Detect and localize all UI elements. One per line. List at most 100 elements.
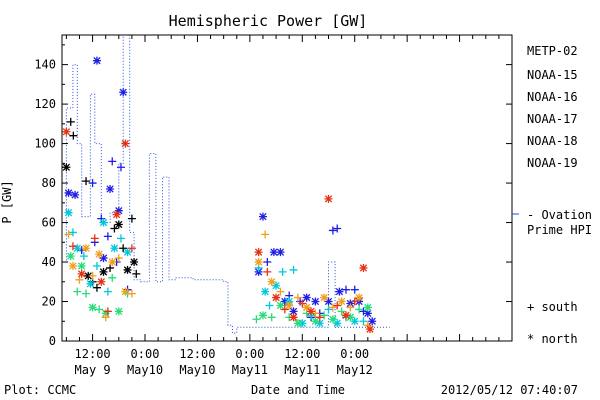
x-tick-label-time: 0:00	[340, 347, 369, 361]
data-point-noaa-17	[77, 261, 86, 270]
data-point-noaa-19	[307, 307, 316, 316]
x-tick-label-date: May10	[179, 363, 215, 377]
y-axis-label: P [GW]	[0, 180, 14, 223]
data-point-metp-02	[62, 163, 71, 172]
data-point-noaa-15	[71, 190, 80, 199]
y-tick-label: 60	[42, 216, 56, 230]
data-point-noaa-17	[258, 311, 267, 320]
data-point-noaa-15	[333, 224, 342, 233]
data-point-noaa-17	[108, 273, 117, 282]
data-point-metp-02	[114, 220, 123, 229]
legend-south: + south	[527, 300, 578, 314]
data-point-noaa-19	[68, 242, 77, 251]
legend-ovation-line1: - Ovation	[527, 208, 592, 222]
data-point-noaa-18	[75, 275, 84, 284]
data-point-noaa-19	[359, 263, 368, 272]
data-point-noaa-17	[252, 315, 261, 324]
data-point-noaa-15	[269, 248, 278, 257]
y-tick-label: 40	[42, 255, 56, 269]
data-point-noaa-19	[254, 248, 263, 257]
plot-frame	[61, 34, 513, 342]
data-point-noaa-16	[333, 319, 342, 328]
data-point-noaa-17	[320, 311, 329, 320]
legend-item-noaa-17: NOAA-17	[527, 112, 578, 126]
data-point-noaa-18	[82, 244, 91, 253]
data-point-noaa-16	[110, 244, 119, 253]
data-point-noaa-16	[116, 234, 125, 243]
legend: METP-02 NOAA-15 NOAA-16 NOAA-17 NOAA-18 …	[512, 44, 592, 346]
data-point-noaa-18	[68, 261, 77, 270]
data-point-noaa-19	[263, 267, 272, 276]
data-point-noaa-15	[263, 258, 272, 267]
data-point-noaa-19	[90, 234, 99, 243]
data-point-metp-02	[119, 244, 128, 253]
data-point-noaa-19	[315, 313, 324, 322]
legend-north: * north	[527, 332, 578, 346]
data-point-metp-02	[123, 265, 132, 274]
data-point-noaa-16	[278, 267, 287, 276]
data-point-noaa-17	[328, 315, 337, 324]
data-point-metp-02	[92, 283, 101, 292]
x-tick-label-date: May11	[232, 363, 268, 377]
y-axis-ticks: 0 20 40 60 80 100 120 140	[34, 44, 512, 348]
data-point-noaa-17	[363, 303, 372, 312]
data-point-noaa-15	[88, 179, 97, 188]
data-point-noaa-15	[289, 307, 298, 316]
ovation-line	[62, 34, 390, 334]
data-point-noaa-15	[119, 88, 128, 97]
data-point-noaa-15	[64, 188, 73, 197]
x-tick-label-date: May11	[284, 363, 320, 377]
data-point-noaa-18	[114, 254, 123, 263]
data-point-noaa-16	[79, 252, 88, 261]
data-point-noaa-18	[88, 271, 97, 280]
data-point-noaa-18	[302, 303, 311, 312]
chart-title: Hemispheric Power [GW]	[169, 12, 368, 30]
data-point-noaa-19	[341, 311, 350, 320]
data-point-noaa-16	[324, 305, 333, 314]
data-point-metp-02	[99, 267, 108, 276]
legend-item-noaa-18: NOAA-18	[527, 134, 578, 148]
x-tick-label-date: May10	[127, 363, 163, 377]
data-point-noaa-18	[328, 303, 337, 312]
data-point-noaa-15	[103, 232, 112, 241]
y-tick-label: 140	[34, 58, 56, 72]
data-point-noaa-17	[346, 313, 355, 322]
data-point-noaa-19	[350, 297, 359, 306]
data-point-metp-02	[84, 271, 93, 280]
data-point-noaa-19	[272, 293, 281, 302]
data-point-noaa-19	[324, 194, 333, 203]
data-point-noaa-17	[337, 307, 346, 316]
x-tick-label-date: May12	[337, 363, 373, 377]
data-point-noaa-19	[127, 244, 136, 253]
data-point-noaa-18	[276, 287, 285, 296]
data-point-noaa-15	[108, 157, 117, 166]
data-point-noaa-15	[311, 297, 320, 306]
data-point-noaa-19	[121, 139, 130, 148]
data-point-noaa-15	[341, 285, 350, 294]
y-tick-label: 120	[34, 97, 56, 111]
data-point-noaa-17	[293, 319, 302, 328]
data-point-noaa-15	[363, 309, 372, 318]
data-point-noaa-17	[66, 252, 75, 261]
data-point-noaa-18	[64, 230, 73, 239]
data-point-noaa-16	[68, 228, 77, 237]
data-point-noaa-15	[99, 254, 108, 263]
data-point-metp-02	[69, 131, 78, 140]
data-point-noaa-16	[289, 265, 298, 274]
data-point-noaa-17	[82, 289, 91, 298]
data-point-noaa-16	[359, 317, 368, 326]
data-point-noaa-16	[298, 319, 307, 328]
data-point-noaa-17	[73, 287, 82, 296]
data-point-noaa-18	[293, 293, 302, 302]
data-point-noaa-16	[272, 281, 281, 290]
data-point-noaa-18	[320, 293, 329, 302]
data-point-noaa-18	[254, 258, 263, 267]
x-tick-label-time: 0:00	[235, 347, 264, 361]
data-point-noaa-17	[88, 303, 97, 312]
x-tick-label-time: 12:00	[179, 347, 215, 361]
y-tick-label: 20	[42, 295, 56, 309]
data-point-noaa-18	[95, 250, 104, 259]
data-point-noaa-19	[366, 325, 375, 334]
data-point-noaa-16	[123, 248, 132, 257]
legend-item-noaa-15: NOAA-15	[527, 68, 578, 82]
